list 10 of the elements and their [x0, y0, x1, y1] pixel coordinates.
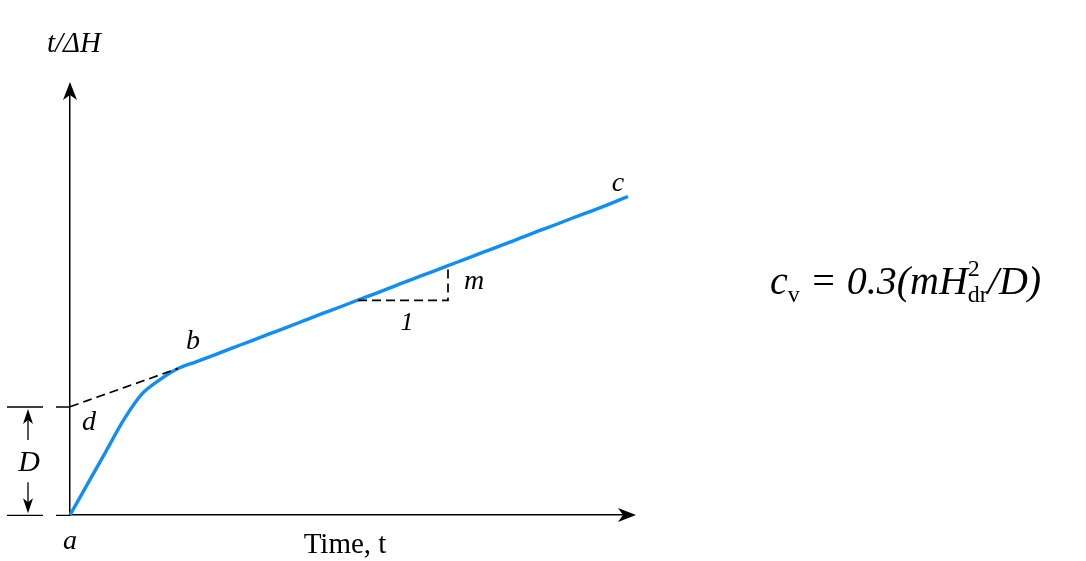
text: a — [63, 524, 77, 555]
annotation: c — [611, 166, 625, 197]
y-axis-title: t/ΔH — [46, 25, 102, 58]
annotation: 1 — [400, 307, 414, 336]
x-axis-title: Time, t — [303, 526, 387, 559]
text: c$_{v}$ = 0.3(mH$_{dr}$$^{2}$/D) — [770, 255, 1042, 307]
annotation: b — [186, 324, 200, 355]
text: D — [18, 444, 40, 477]
annotation: d — [82, 405, 96, 436]
annotation: m — [463, 264, 485, 295]
